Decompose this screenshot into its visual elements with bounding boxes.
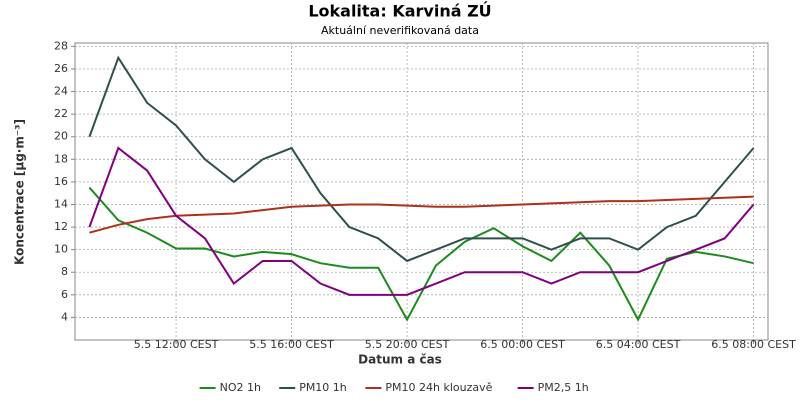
series-line xyxy=(88,146,755,296)
y-tick-label: 16 xyxy=(54,175,68,188)
legend-label: PM10 1h xyxy=(299,381,347,394)
y-axis-label: Koncentrace [µg·m⁻³] xyxy=(13,119,27,265)
y-tick-label: 12 xyxy=(54,220,68,233)
x-tick-label: 5.5 12:00 CEST xyxy=(134,338,219,351)
x-tick-label: 6.5 08:00 CEST xyxy=(711,338,796,351)
series-line xyxy=(89,195,754,234)
y-tick-label: 18 xyxy=(54,152,68,165)
x-axis-label: Datum a čas xyxy=(358,353,442,367)
chart-title: Lokalita: Karviná ZÚ xyxy=(308,2,491,21)
series-line xyxy=(88,186,754,322)
x-tick-label: 6.5 00:00 CEST xyxy=(480,338,565,351)
legend-label: NO2 1h xyxy=(220,381,261,394)
y-tick-label: 4 xyxy=(61,310,68,323)
y-tick-label: 24 xyxy=(54,85,68,98)
legend-label: PM10 24h klouzavě xyxy=(385,381,492,394)
y-tick-label: 8 xyxy=(61,265,68,278)
y-tick-label: 28 xyxy=(54,39,68,52)
series-line xyxy=(88,55,755,263)
x-tick-label: 5.5 20:00 CEST xyxy=(365,338,450,351)
x-tick-label: 5.5 16:00 CEST xyxy=(249,338,334,351)
legend-label: PM2,5 1h xyxy=(538,381,589,394)
y-tick-label: 22 xyxy=(54,107,68,120)
plot-area xyxy=(74,42,769,341)
x-tick-label: 6.5 04:00 CEST xyxy=(596,338,681,351)
y-tick-label: 14 xyxy=(54,197,68,210)
y-tick-label: 26 xyxy=(54,62,68,75)
chart-subtitle: Aktuální neverifikovaná data xyxy=(321,24,479,37)
y-tick-label: 10 xyxy=(54,243,68,256)
y-tick-label: 20 xyxy=(54,130,68,143)
y-tick-label: 6 xyxy=(61,288,68,301)
